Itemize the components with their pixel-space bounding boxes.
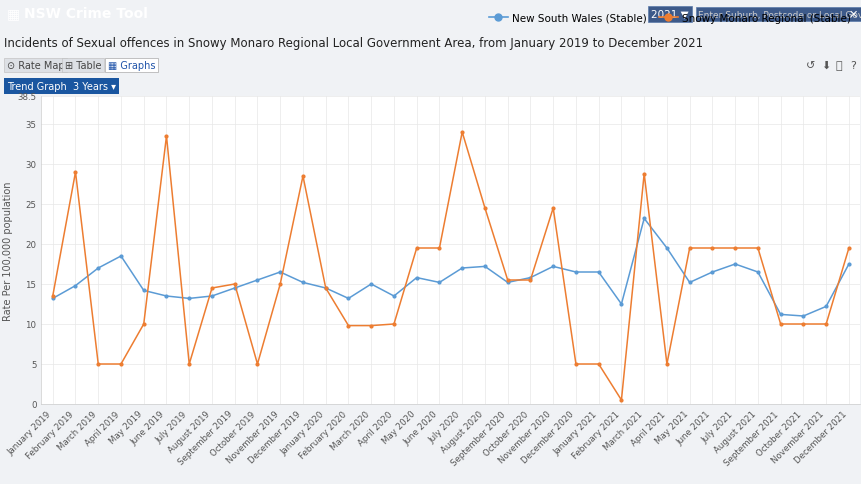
- Snowy Monaro Regional (Stable): [593, 362, 604, 367]
- New South Wales (Stable): [71, 283, 81, 289]
- New South Wales (Stable): [297, 280, 307, 286]
- Snowy Monaro Regional (Stable): [252, 362, 263, 367]
- Text: Trend Graph ▾: Trend Graph ▾: [7, 82, 75, 92]
- Text: 2021 ▼: 2021 ▼: [650, 10, 688, 20]
- Snowy Monaro Regional (Stable): [139, 321, 149, 327]
- New South Wales (Stable): [843, 261, 853, 267]
- Text: ↺: ↺: [805, 61, 815, 71]
- New South Wales (Stable): [729, 261, 740, 267]
- Text: Enter Suburb, Postcode or Local Government Area  ▼: Enter Suburb, Postcode or Local Governme…: [697, 11, 861, 19]
- New South Wales (Stable): [275, 270, 285, 275]
- Snowy Monaro Regional (Stable): [775, 321, 785, 327]
- Text: ▦ Graphs: ▦ Graphs: [108, 61, 155, 71]
- Snowy Monaro Regional (Stable): [456, 130, 467, 136]
- New South Wales (Stable): [524, 275, 535, 281]
- Snowy Monaro Regional (Stable): [161, 134, 171, 139]
- Snowy Monaro Regional (Stable): [366, 323, 376, 329]
- Snowy Monaro Regional (Stable): [616, 397, 626, 403]
- New South Wales (Stable): [706, 270, 716, 275]
- Snowy Monaro Regional (Stable): [71, 170, 81, 176]
- Snowy Monaro Regional (Stable): [343, 323, 353, 329]
- New South Wales (Stable): [366, 282, 376, 287]
- Snowy Monaro Regional (Stable): [207, 286, 217, 291]
- Snowy Monaro Regional (Stable): [320, 286, 331, 291]
- Text: ?: ?: [849, 61, 855, 71]
- New South Wales (Stable): [252, 277, 263, 283]
- New South Wales (Stable): [343, 296, 353, 302]
- New South Wales (Stable): [684, 280, 694, 286]
- New South Wales (Stable): [820, 304, 830, 310]
- New South Wales (Stable): [93, 266, 103, 272]
- New South Wales (Stable): [434, 280, 444, 286]
- Snowy Monaro Regional (Stable): [548, 206, 558, 212]
- New South Wales (Stable): [797, 314, 808, 319]
- Line: Snowy Monaro Regional (Stable): Snowy Monaro Regional (Stable): [52, 131, 849, 402]
- Snowy Monaro Regional (Stable): [480, 206, 490, 212]
- Snowy Monaro Regional (Stable): [388, 321, 399, 327]
- Text: ⬇: ⬇: [820, 61, 829, 71]
- Text: 🖨: 🖨: [834, 61, 841, 71]
- Snowy Monaro Regional (Stable): [752, 245, 762, 251]
- Snowy Monaro Regional (Stable): [684, 245, 694, 251]
- New South Wales (Stable): [752, 270, 762, 275]
- New South Wales (Stable): [616, 302, 626, 307]
- Snowy Monaro Regional (Stable): [638, 171, 648, 177]
- New South Wales (Stable): [207, 293, 217, 299]
- Snowy Monaro Regional (Stable): [843, 245, 853, 251]
- New South Wales (Stable): [548, 264, 558, 270]
- Line: New South Wales (Stable): New South Wales (Stable): [52, 218, 849, 318]
- Snowy Monaro Regional (Stable): [297, 174, 307, 180]
- New South Wales (Stable): [161, 293, 171, 299]
- Text: ✕: ✕: [847, 10, 857, 20]
- Snowy Monaro Regional (Stable): [524, 277, 535, 283]
- New South Wales (Stable): [593, 270, 604, 275]
- Snowy Monaro Regional (Stable): [184, 362, 195, 367]
- Snowy Monaro Regional (Stable): [797, 321, 808, 327]
- Text: ▦: ▦: [7, 7, 20, 21]
- New South Wales (Stable): [638, 216, 648, 222]
- Snowy Monaro Regional (Stable): [820, 321, 830, 327]
- New South Wales (Stable): [411, 275, 421, 281]
- Text: ⊙ Rate Map: ⊙ Rate Map: [7, 61, 65, 71]
- Text: 3 Years ▾: 3 Years ▾: [73, 82, 116, 92]
- Snowy Monaro Regional (Stable): [411, 245, 421, 251]
- Snowy Monaro Regional (Stable): [434, 245, 444, 251]
- Snowy Monaro Regional (Stable): [729, 245, 740, 251]
- New South Wales (Stable): [229, 286, 239, 291]
- New South Wales (Stable): [320, 286, 331, 291]
- New South Wales (Stable): [480, 264, 490, 270]
- New South Wales (Stable): [184, 296, 195, 302]
- New South Wales (Stable): [570, 270, 580, 275]
- New South Wales (Stable): [115, 254, 126, 259]
- Legend: New South Wales (Stable), Snowy Monaro Regional (Stable): New South Wales (Stable), Snowy Monaro R…: [484, 10, 854, 28]
- Snowy Monaro Regional (Stable): [570, 362, 580, 367]
- Text: Incidents of Sexual offences in Snowy Monaro Regional Local Government Area, fro: Incidents of Sexual offences in Snowy Mo…: [4, 37, 703, 50]
- Snowy Monaro Regional (Stable): [93, 362, 103, 367]
- New South Wales (Stable): [502, 280, 512, 286]
- Text: ⊞ Table: ⊞ Table: [65, 61, 101, 71]
- Snowy Monaro Regional (Stable): [275, 282, 285, 287]
- New South Wales (Stable): [388, 293, 399, 299]
- Snowy Monaro Regional (Stable): [706, 245, 716, 251]
- New South Wales (Stable): [775, 312, 785, 318]
- New South Wales (Stable): [661, 245, 672, 251]
- Snowy Monaro Regional (Stable): [661, 362, 672, 367]
- Snowy Monaro Regional (Stable): [502, 277, 512, 283]
- Snowy Monaro Regional (Stable): [115, 362, 126, 367]
- New South Wales (Stable): [139, 288, 149, 294]
- Y-axis label: Rate Per 100,000 population: Rate Per 100,000 population: [3, 181, 13, 320]
- Snowy Monaro Regional (Stable): [47, 293, 58, 299]
- Text: NSW Crime Tool: NSW Crime Tool: [24, 7, 148, 21]
- New South Wales (Stable): [47, 296, 58, 302]
- Snowy Monaro Regional (Stable): [229, 282, 239, 287]
- New South Wales (Stable): [456, 266, 467, 272]
